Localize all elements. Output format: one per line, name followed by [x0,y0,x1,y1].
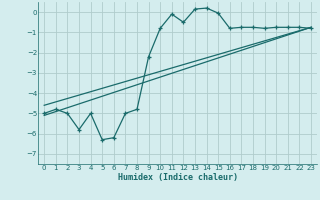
X-axis label: Humidex (Indice chaleur): Humidex (Indice chaleur) [118,173,238,182]
